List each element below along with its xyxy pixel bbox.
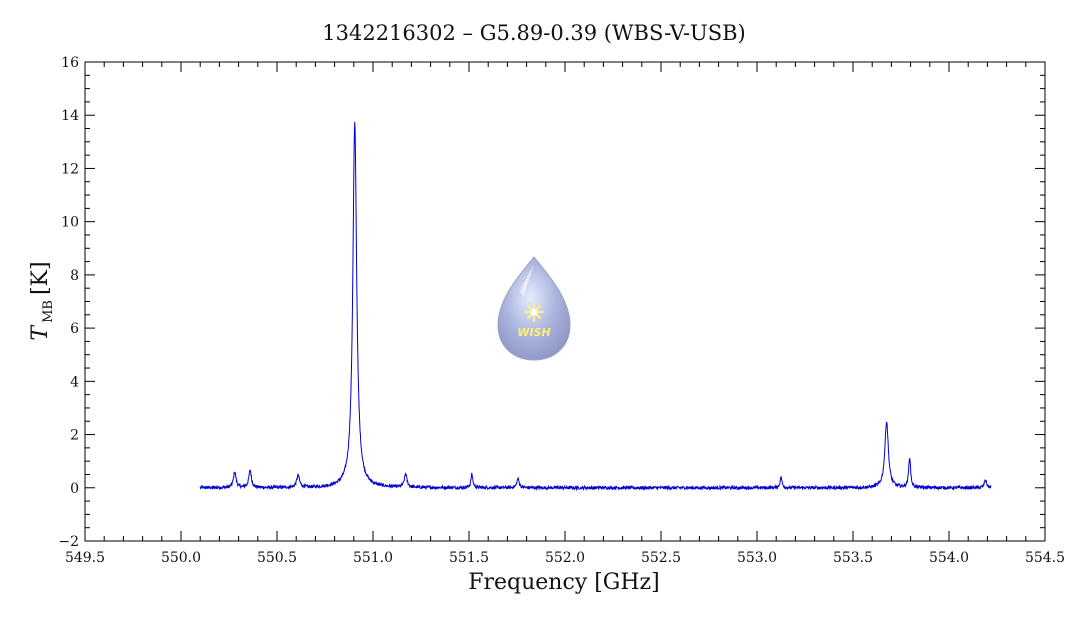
y-tick-label: −2 — [58, 534, 79, 550]
y-tick-label: 12 — [61, 161, 79, 177]
x-tick-label: 551.0 — [353, 550, 393, 566]
y-axis-label-sub: MB — [41, 300, 56, 323]
y-axis-label: TMB [K] — [28, 261, 56, 340]
axis-ticks — [84, 61, 1046, 542]
y-tick-label: 16 — [61, 55, 79, 71]
x-tick-label: 554.5 — [1025, 550, 1065, 566]
x-tick-label: 550.5 — [257, 550, 297, 566]
y-tick-label: 4 — [70, 374, 79, 390]
x-tick-label: 550.0 — [161, 550, 201, 566]
x-tick-labels: 549.5 550.0 550.5 551.0 551.5 552.0 552.5 553.0… — [65, 550, 1065, 566]
y-axis-label-main: T — [28, 324, 53, 341]
x-tick-label: 549.5 — [65, 550, 105, 566]
chart-title: 1342216302 – G5.89-0.39 (WBS-V-USB) — [322, 21, 746, 45]
y-tick-label: 2 — [70, 428, 79, 444]
x-tick-label: 554.0 — [929, 550, 969, 566]
y-tick-label: 6 — [70, 321, 79, 337]
y-tick-labels: −2 0 2 4 6 8 10 12 14 16 — [58, 55, 79, 550]
x-tick-label: 553.0 — [737, 550, 777, 566]
y-axis-label-unit: [K] — [28, 261, 53, 295]
spectrum-line — [199, 121, 992, 492]
y-tick-label: 8 — [70, 268, 79, 284]
y-tick-label: 10 — [61, 215, 79, 231]
x-axis-label: Frequency [GHz] — [468, 570, 660, 595]
wish-logo-icon: WISH — [497, 256, 571, 361]
y-tick-label: 0 — [70, 481, 79, 497]
x-tick-label: 552.5 — [641, 550, 681, 566]
x-tick-label: 552.0 — [545, 550, 585, 566]
x-tick-label: 551.5 — [449, 550, 489, 566]
x-tick-label: 553.5 — [833, 550, 873, 566]
y-tick-label: 14 — [61, 108, 79, 124]
svg-text:WISH: WISH — [517, 326, 550, 339]
